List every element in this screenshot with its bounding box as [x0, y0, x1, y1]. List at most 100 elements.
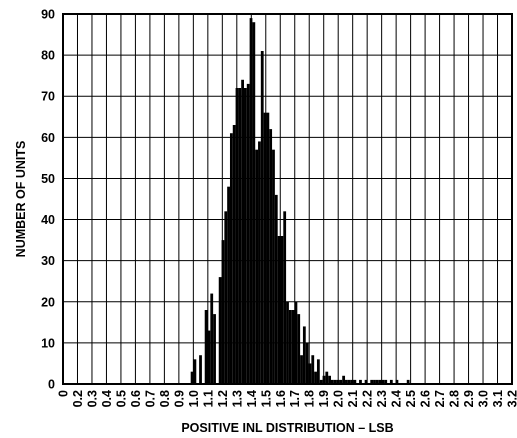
x-tick-label: 1.9: [317, 390, 331, 407]
histogram-bar: [286, 301, 289, 384]
x-tick-label: 1.0: [187, 390, 201, 407]
x-tick-label: 2.3: [375, 390, 389, 407]
x-tick-label: 0.3: [85, 390, 99, 407]
x-tick-label: 2.7: [433, 390, 447, 407]
y-tick-label: 50: [41, 172, 55, 186]
y-tick-label: 60: [41, 131, 55, 145]
histogram-bar: [263, 112, 267, 385]
y-axis-ticks: 0 10 20 30 40 50 60 70 80 90: [41, 8, 55, 392]
histogram-bar: [375, 379, 379, 384]
histogram-bar: [229, 133, 233, 384]
histogram-bar: [311, 355, 315, 384]
x-tick-label: 0.5: [114, 390, 128, 407]
x-tick-label: 0.9: [172, 390, 186, 407]
x-tick-label: 1.3: [230, 390, 244, 407]
histogram-bar: [224, 211, 228, 384]
x-tick-label: 0.2: [71, 390, 85, 407]
histogram-bar: [232, 125, 236, 384]
histogram-bar: [266, 112, 270, 385]
x-tick-label: 2.8: [448, 390, 462, 407]
y-tick-label: 70: [41, 90, 55, 104]
histogram-bar: [339, 379, 343, 384]
histogram-bar: [207, 330, 211, 384]
histogram-bar: [373, 379, 376, 384]
histogram-bar: [218, 277, 222, 384]
histogram-bar: [322, 375, 326, 384]
histogram-bar: [252, 22, 256, 384]
x-tick-label: 3.1: [491, 390, 505, 407]
x-tick-label: 3.0: [477, 390, 491, 407]
x-tick-label: 1.6: [274, 390, 288, 407]
y-tick-label: 80: [41, 49, 55, 63]
histogram-bar: [291, 310, 295, 384]
y-tick-label: 30: [41, 254, 55, 268]
x-tick-label: 2.4: [390, 390, 404, 407]
plot-area-frame: [62, 13, 513, 385]
x-tick-label: 1.4: [245, 390, 259, 407]
histogram-bar: [319, 379, 323, 384]
histogram-bar: [350, 379, 354, 384]
x-tick-label: 2.5: [404, 390, 418, 407]
histogram-bar: [406, 379, 410, 384]
histogram-bar: [244, 88, 247, 384]
histogram-bar: [288, 310, 292, 384]
histogram-bar: [213, 314, 216, 384]
y-tick-label: 40: [41, 213, 55, 227]
histogram-bar: [221, 240, 225, 384]
histogram-bar: [336, 379, 340, 384]
histogram-bar: [238, 88, 242, 384]
histogram-bar: [305, 342, 309, 384]
y-axis-title: NUMBER OF UNITS: [14, 141, 28, 258]
x-tick-label: 2.6: [419, 390, 433, 407]
x-tick-label: 0.6: [129, 390, 143, 407]
bars: [190, 18, 410, 385]
histogram-bar: [395, 379, 399, 384]
x-tick-label: 0.8: [158, 390, 172, 407]
x-tick-label: 1.7: [288, 390, 302, 407]
histogram-bar: [246, 83, 250, 384]
histogram-bar: [280, 236, 284, 384]
histogram-bar: [294, 301, 298, 384]
x-tick-label: 1.5: [259, 390, 273, 407]
histogram-bar: [345, 379, 348, 384]
histogram-bar: [328, 375, 331, 384]
histogram-bar: [269, 129, 273, 384]
histogram-bar: [210, 293, 214, 384]
histogram-bar: [353, 379, 357, 384]
x-tick-label: 0.4: [100, 390, 114, 407]
y-tick-label: 20: [41, 295, 55, 309]
histogram-bar: [272, 149, 275, 384]
histogram-bar: [302, 326, 306, 384]
x-axis-title: POSITIVE INL DISTRIBUTION – LSB: [181, 421, 393, 435]
x-tick-label: 1.2: [216, 390, 230, 407]
histogram-bar: [199, 355, 202, 384]
histogram-bar: [277, 236, 281, 384]
histogram-bar: [342, 375, 346, 384]
y-tick-label: 0: [48, 378, 55, 392]
histogram-bar: [249, 18, 253, 385]
histogram-bar: [258, 141, 261, 384]
histogram-bar: [260, 51, 264, 384]
histogram-bar: [378, 379, 382, 384]
histogram-bar: [364, 379, 368, 384]
histogram-bar: [316, 359, 320, 384]
histogram-bar: [190, 371, 194, 384]
x-tick-label: 1.1: [201, 390, 215, 407]
histogram-bar: [347, 379, 351, 384]
x-tick-label: 0.7: [143, 390, 157, 407]
x-tick-label: 2.9: [462, 390, 476, 407]
histogram-bar: [389, 379, 393, 384]
histogram-bar: [381, 379, 385, 384]
histogram-bar: [300, 355, 303, 384]
histogram-bar: [204, 310, 208, 384]
histogram-bar: [297, 314, 301, 384]
histogram-bar: [274, 194, 278, 384]
x-tick-label: 2.0: [332, 390, 346, 407]
histogram-bar: [333, 379, 337, 384]
histogram-bar: [235, 88, 239, 384]
histogram-bar: [384, 379, 388, 384]
x-tick-label: 2.1: [346, 390, 360, 407]
histogram-bar: [193, 359, 197, 384]
histogram-bar: [308, 363, 312, 384]
